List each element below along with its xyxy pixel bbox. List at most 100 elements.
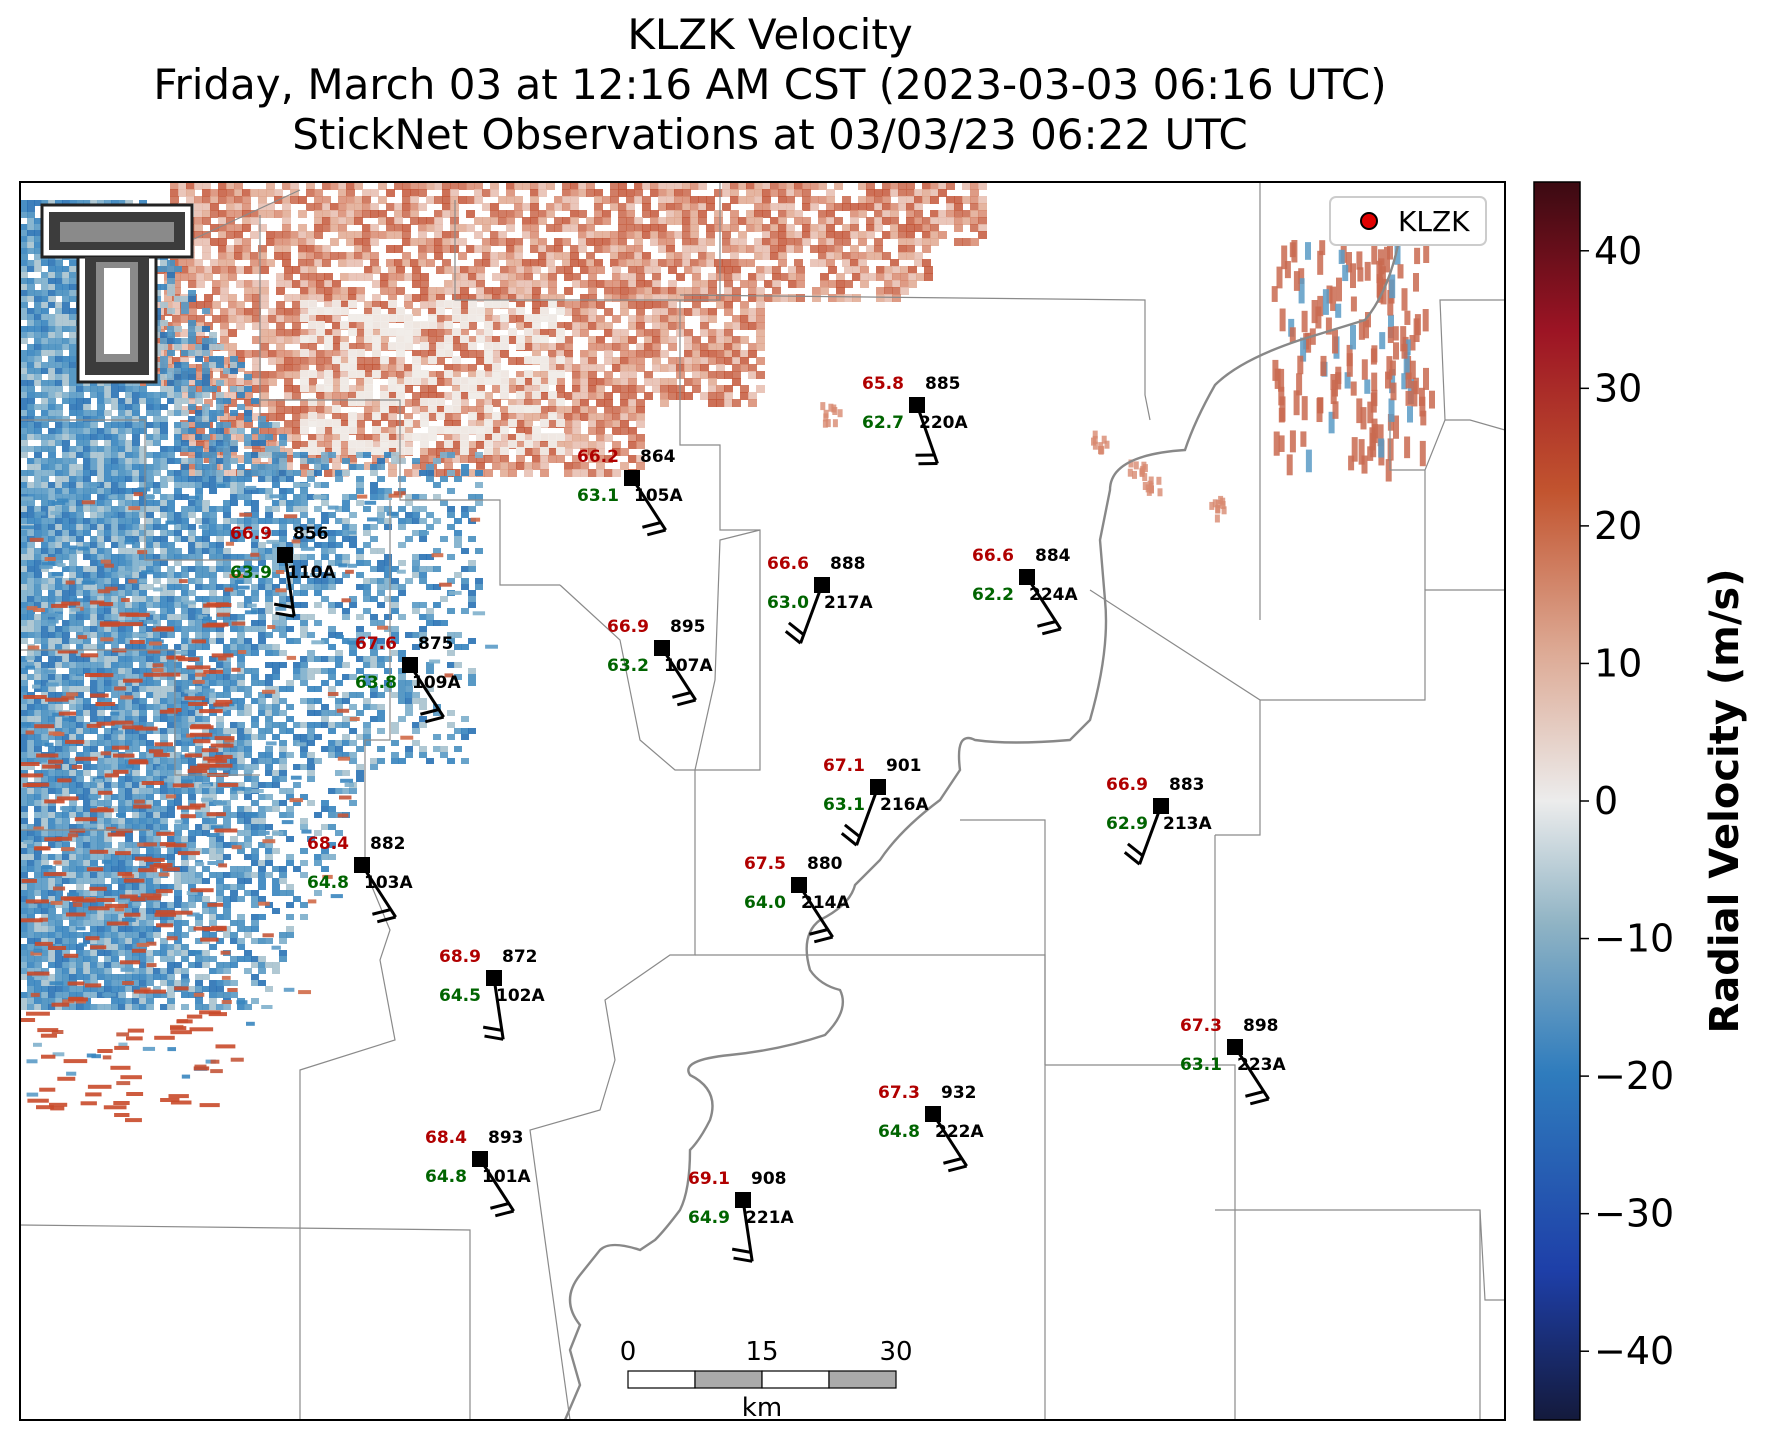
colorbar-tick-label: −20	[1594, 1054, 1674, 1098]
station-107A: 66.9 895 63.2 107A	[607, 617, 713, 707]
station-pressure: 888	[830, 554, 866, 574]
station-temperature: 68.4	[307, 834, 349, 854]
station-pressure: 856	[293, 524, 329, 544]
legend-marker-icon	[1360, 212, 1378, 230]
station-214A: 67.5 880 64.0 214A	[744, 854, 850, 944]
station-dewpoint: 62.7	[862, 413, 904, 433]
station-marker-icon	[925, 1106, 941, 1122]
scale-label-30: 30	[879, 1337, 912, 1367]
station-temperature: 67.5	[744, 854, 786, 874]
wind-barb-icon	[840, 786, 880, 847]
station-marker-icon	[654, 640, 670, 656]
station-101A: 68.4 893 64.8 101A	[425, 1128, 531, 1218]
river	[563, 234, 1402, 1420]
station-pressure: 893	[488, 1128, 524, 1148]
station-id: 220A	[919, 413, 968, 433]
title-scan-time: Friday, March 03 at 12:16 AM CST (2023-0…	[153, 60, 1387, 109]
station-marker-icon	[1153, 798, 1169, 814]
station-marker-icon	[354, 857, 370, 873]
colorbar-tick-label: 20	[1594, 504, 1642, 548]
station-221A: 69.1 908 64.9 221A	[688, 1169, 794, 1263]
station-217A: 66.6 888 63.0 217A	[767, 554, 873, 645]
wind-barb-icon	[273, 554, 296, 618]
station-pressure: 885	[925, 374, 961, 394]
station-marker-icon	[277, 547, 293, 563]
colorbar: 40 30 20 10 0 −10 −20 −30 −40 Radial Velocity (m…	[1533, 181, 1748, 1421]
station-222A: 67.3 932 64.8 222A	[878, 1083, 984, 1173]
station-105A: 66.2 864 63.1 105A	[577, 447, 683, 537]
station-marker-icon	[735, 1192, 751, 1208]
station-dewpoint: 62.9	[1106, 814, 1148, 834]
station-pressure: 932	[941, 1083, 977, 1103]
station-110A: 66.9 856 63.9 110A	[230, 524, 336, 618]
map-title: KLZK Velocity Friday, March 03 at 12:16 …	[20, 10, 1520, 160]
station-temperature: 66.6	[972, 546, 1014, 566]
station-dewpoint: 63.8	[355, 673, 397, 693]
wind-barb-icon	[731, 1199, 754, 1263]
radar-velocity-layer	[20, 182, 1435, 1123]
station-pressure: 875	[418, 634, 454, 654]
wind-barb-icon	[915, 404, 939, 466]
station-temperature: 66.9	[607, 617, 649, 637]
wind-barb-icon	[797, 884, 834, 944]
station-temperature: 67.6	[355, 634, 397, 654]
station-marker-icon	[472, 1151, 488, 1167]
colorbar-gradient	[1533, 181, 1581, 1421]
scale-unit: km	[742, 1393, 782, 1423]
colorbar-tick-label: −10	[1594, 917, 1674, 961]
wind-barb-icon	[784, 584, 824, 645]
wind-barb-icon	[1123, 805, 1163, 866]
colorbar-tick-label: −40	[1594, 1329, 1674, 1373]
station-102A: 68.9 872 64.5 102A	[439, 947, 545, 1041]
station-pressure: 895	[670, 617, 706, 637]
station-213A: 66.9 883 62.9 213A	[1106, 775, 1212, 866]
station-temperature: 65.8	[862, 374, 904, 394]
station-dewpoint: 63.1	[823, 795, 865, 815]
station-pressure: 872	[502, 947, 538, 967]
station-216A: 67.1 901 63.1 216A	[823, 756, 929, 847]
station-temperature: 67.3	[878, 1083, 920, 1103]
station-pressure: 898	[1243, 1016, 1279, 1036]
title-observation-time: StickNet Observations at 03/03/23 06:22 …	[292, 110, 1248, 159]
colorbar-label: Radial Velocity (m/s)	[1702, 568, 1748, 1033]
station-dewpoint: 64.8	[307, 873, 349, 893]
station-marker-icon	[1227, 1039, 1243, 1055]
wind-barb-icon	[408, 664, 445, 724]
station-marker-icon	[791, 877, 807, 893]
station-id: 105A	[634, 486, 683, 506]
legend-label: KLZK	[1398, 205, 1470, 238]
station-id: 217A	[824, 593, 873, 613]
station-dewpoint: 64.9	[688, 1208, 730, 1228]
station-marker-icon	[1019, 569, 1035, 585]
station-id: 223A	[1237, 1055, 1286, 1075]
station-temperature: 69.1	[688, 1169, 730, 1189]
station-temperature: 66.2	[577, 447, 619, 467]
station-pressure: 880	[807, 854, 843, 874]
scale-label-15: 15	[745, 1337, 778, 1367]
station-id: 216A	[880, 795, 929, 815]
station-marker-icon	[624, 470, 640, 486]
station-dewpoint: 63.9	[230, 563, 272, 583]
wind-barb-icon	[660, 647, 697, 707]
wind-barb-icon	[360, 864, 397, 924]
station-dewpoint: 64.8	[878, 1122, 920, 1142]
station-temperature: 66.6	[767, 554, 809, 574]
station-marker-icon	[814, 577, 830, 593]
station-pressure: 883	[1169, 775, 1205, 795]
station-pressure: 908	[751, 1169, 787, 1189]
station-id: 103A	[364, 873, 413, 893]
station-223A: 67.3 898 63.1 223A	[1180, 1016, 1286, 1106]
colorbar-tick-label: −30	[1594, 1192, 1674, 1236]
station-temperature: 66.9	[230, 524, 272, 544]
station-dewpoint: 64.0	[744, 893, 786, 913]
wind-barb-icon	[482, 977, 505, 1041]
station-224A: 66.6 884 62.2 224A	[972, 546, 1078, 636]
texas-tech-logo	[40, 203, 194, 384]
station-pressure: 864	[640, 447, 676, 467]
county-boundaries	[20, 182, 1505, 1420]
colorbar-tick-label: 30	[1594, 366, 1642, 410]
scale-bar: 0 15 30 km	[620, 1337, 913, 1423]
station-dewpoint: 64.8	[425, 1167, 467, 1187]
wind-barb-icon	[1233, 1046, 1270, 1106]
